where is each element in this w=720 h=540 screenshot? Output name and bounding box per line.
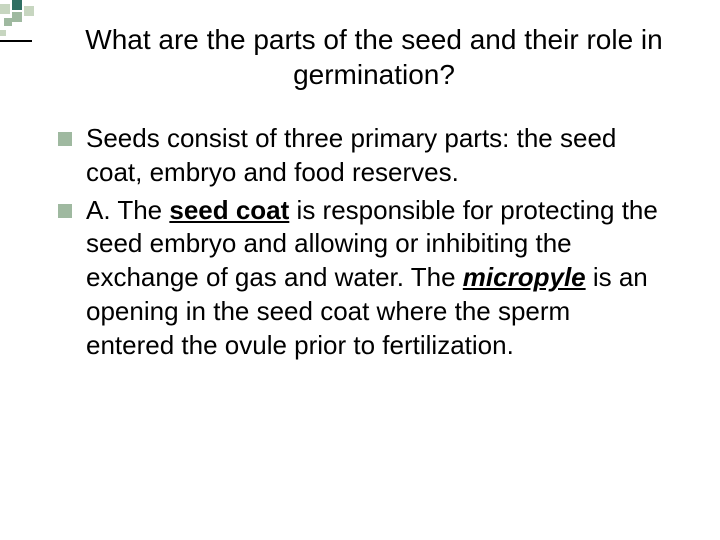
title-row: What are the parts of the seed and their…	[0, 0, 720, 92]
deco-square	[12, 12, 22, 22]
slide-title: What are the parts of the seed and their…	[32, 22, 720, 92]
list-item: Seeds consist of three primary parts: th…	[58, 122, 664, 190]
text-run: micropyle	[463, 262, 586, 292]
deco-square	[4, 18, 12, 26]
text-run: seed coat	[169, 195, 289, 225]
deco-square	[0, 4, 10, 14]
deco-square	[0, 30, 6, 36]
text-run: A. The	[86, 195, 169, 225]
bullet-text: A. The seed coat is responsible for prot…	[86, 194, 664, 363]
deco-square	[12, 0, 22, 10]
bullet-icon	[58, 132, 72, 146]
corner-decoration	[0, 0, 50, 50]
list-item: A. The seed coat is responsible for prot…	[58, 194, 664, 363]
deco-square	[24, 6, 34, 16]
bullet-text: Seeds consist of three primary parts: th…	[86, 122, 664, 190]
bullet-list: Seeds consist of three primary parts: th…	[0, 92, 720, 363]
bullet-icon	[58, 204, 72, 218]
text-run: Seeds consist of three primary parts: th…	[86, 123, 616, 187]
